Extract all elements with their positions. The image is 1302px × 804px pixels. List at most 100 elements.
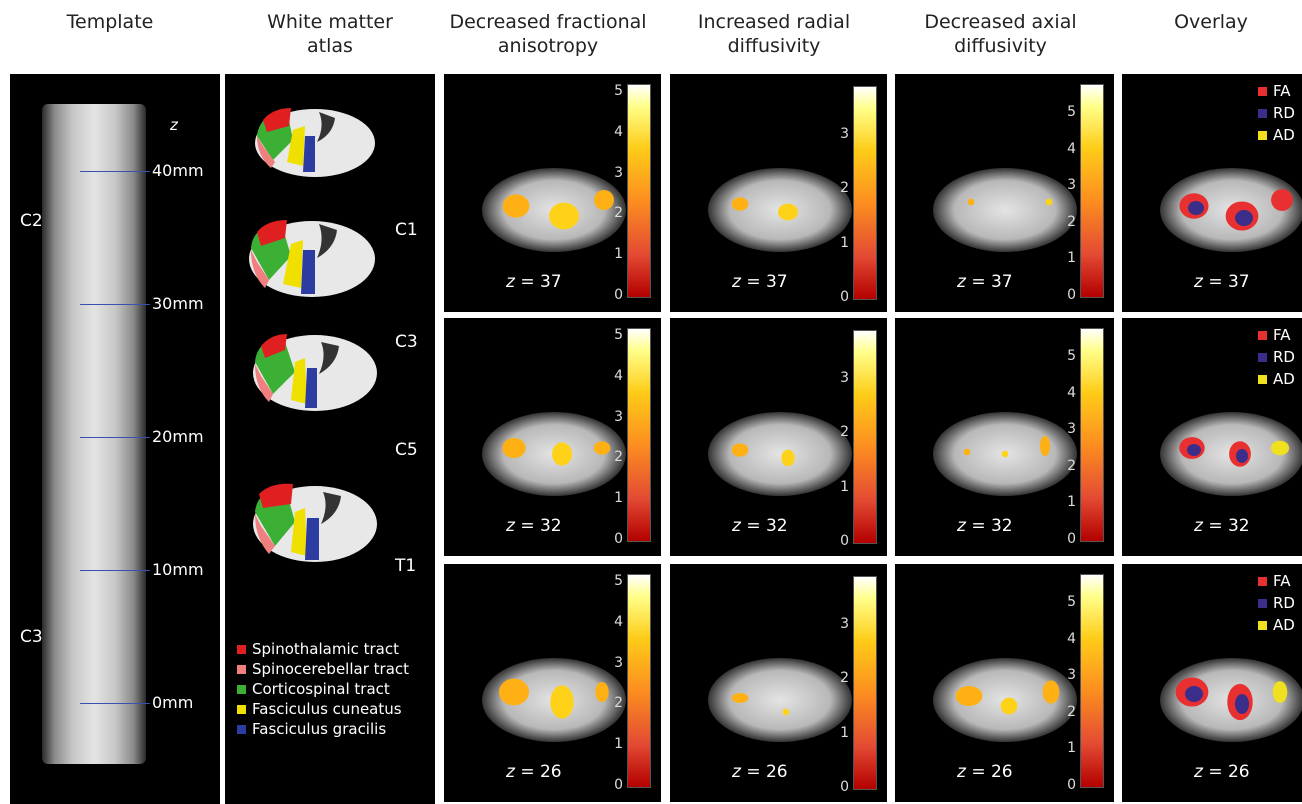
mark-label-30: 30mm (152, 294, 204, 313)
slice-z-label: z = 32 (506, 516, 562, 536)
activation-cluster (594, 190, 614, 210)
ad-slice-image (933, 412, 1077, 496)
ad-colorbar (1080, 84, 1104, 298)
rd-colorbar-tick: 2 (840, 670, 849, 687)
slice-z-label: z = 26 (506, 762, 562, 782)
mark-line-40 (80, 171, 150, 172)
activation-cluster (1042, 680, 1060, 704)
header-ad: Decreased axial diffusivity (888, 10, 1113, 58)
rd-colorbar (853, 330, 877, 544)
ad-colorbar-tick: 0 (1067, 531, 1076, 547)
overlay-legend-label: RD (1273, 348, 1295, 366)
overlay-cluster (1187, 444, 1201, 456)
overlay-legend-swatch (1258, 621, 1267, 630)
fa-colorbar (627, 84, 651, 298)
ad-colorbar-tick: 4 (1067, 384, 1076, 401)
header-rd-line2: diffusivity (727, 35, 821, 57)
legend-label: Spinothalamic tract (252, 640, 399, 658)
ad-colorbar-tick: 0 (1067, 777, 1076, 793)
slice-z-label: z = 32 (1194, 516, 1250, 536)
activation-cluster (731, 693, 749, 703)
z-variable: z (506, 762, 521, 782)
overlay-cluster (1235, 210, 1253, 226)
activation-cluster (782, 708, 790, 716)
cord-cross-section (708, 658, 852, 742)
ad-colorbar-tick: 2 (1067, 213, 1076, 230)
atlas-slice-c3-image (249, 220, 375, 297)
slice-z-label: z = 26 (1194, 762, 1250, 782)
activation-cluster (1001, 450, 1009, 458)
fa-slice-image (482, 168, 626, 252)
overlay-legend-swatch (1258, 577, 1267, 586)
slice-z-label: z = 32 (957, 516, 1013, 536)
legend-spinothalamic: Spinothalamic tract (237, 640, 399, 658)
z-variable: z (1194, 762, 1209, 782)
fa-panel-row2: z = 32 5 4 3 2 1 0 (444, 318, 661, 556)
fa-colorbar-tick: 5 (614, 83, 623, 100)
activation-cluster (502, 438, 526, 458)
legend-spinocerebellar: Spinocerebellar tract (237, 660, 409, 678)
z-variable: z (957, 516, 972, 536)
fa-colorbar-tick: 5 (614, 573, 623, 590)
atlas-level-c5: C5 (395, 440, 418, 460)
atlas-slice-c5-image (253, 334, 377, 411)
rd-colorbar-tick: 0 (840, 779, 849, 795)
fa-slice-image (482, 658, 626, 742)
atlas-slice-t1 (251, 482, 379, 566)
z-value: = 32 (520, 516, 562, 536)
ad-colorbar-tick: 2 (1067, 457, 1076, 474)
fa-colorbar-tick: 1 (614, 246, 623, 263)
overlay-legend-rd: RD (1258, 348, 1295, 366)
slice-z-label: z = 26 (957, 762, 1013, 782)
ad-colorbar-tick: 4 (1067, 140, 1076, 157)
overlay-slice-image (1160, 658, 1302, 742)
atlas-slice-c1-image (255, 108, 375, 177)
rd-colorbar-tick: 1 (840, 478, 849, 495)
fa-colorbar-tick: 4 (614, 123, 623, 140)
rd-slice-image (708, 168, 852, 252)
atlas-slice-c3 (247, 218, 377, 300)
rd-slice-image (708, 412, 852, 496)
overlay-slice-image (1160, 412, 1302, 496)
header-fa: Decreased fractional anisotropy (436, 10, 660, 58)
overlay-legend-label: AD (1273, 616, 1295, 634)
legend-swatch (237, 685, 246, 694)
atlas-level-c1: C1 (395, 220, 418, 240)
overlay-legend-ad: AD (1258, 370, 1295, 388)
ad-colorbar-tick: 1 (1067, 494, 1076, 511)
rd-panel-row1: z = 37 3 2 1 0 (670, 74, 887, 312)
spinal-cord-template (42, 104, 146, 764)
fa-colorbar-tick: 1 (614, 490, 623, 507)
legend-label: Corticospinal tract (252, 680, 390, 698)
overlay-legend-swatch (1258, 131, 1267, 140)
overlay-legend-swatch (1258, 331, 1267, 340)
ad-colorbar-tick: 1 (1067, 740, 1076, 757)
overlay-cluster (1270, 440, 1290, 456)
ad-colorbar-tick: 3 (1067, 177, 1076, 194)
ad-panel-row1: z = 37 5 4 3 2 1 0 (895, 74, 1114, 312)
mark-line-30 (80, 304, 150, 305)
rd-colorbar-tick: 3 (840, 615, 849, 632)
slice-z-label: z = 26 (732, 762, 788, 782)
fa-colorbar-tick: 4 (614, 367, 623, 384)
z-value: = 37 (520, 272, 562, 292)
rd-colorbar-tick: 0 (840, 533, 849, 549)
activation-cluster (499, 678, 529, 706)
ad-colorbar-tick: 3 (1067, 421, 1076, 438)
header-atlas-line2: atlas (307, 35, 353, 57)
header-rd: Increased radial diffusivity (663, 10, 885, 58)
activation-cluster (552, 442, 572, 466)
activation-cluster (967, 198, 975, 206)
z-variable: z (732, 272, 747, 292)
overlay-legend-label: FA (1273, 572, 1291, 590)
slice-z-label: z = 37 (957, 272, 1013, 292)
legend-swatch (237, 725, 246, 734)
overlay-legend-swatch (1258, 353, 1267, 362)
fa-colorbar-tick: 4 (614, 613, 623, 630)
overlay-cluster (1271, 189, 1293, 211)
overlay-legend-swatch (1258, 109, 1267, 118)
overlay-legend-label: RD (1273, 594, 1295, 612)
rd-panel-row2: z = 32 3 2 1 0 (670, 318, 887, 556)
z-variable: z (732, 762, 747, 782)
z-value: = 26 (971, 762, 1013, 782)
